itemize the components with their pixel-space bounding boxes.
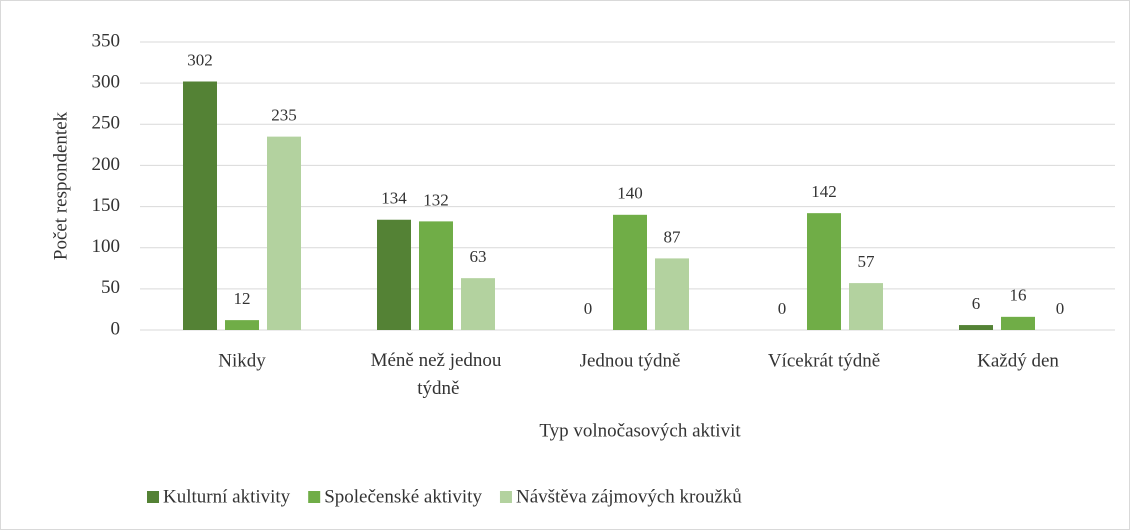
bar (225, 320, 259, 330)
y-tick-label: 200 (92, 154, 121, 175)
data-label: 0 (778, 299, 787, 318)
data-label: 132 (423, 190, 449, 209)
data-label: 63 (470, 247, 487, 266)
bar (655, 258, 689, 330)
data-label: 12 (234, 289, 251, 308)
legend-label: Návštěva zájmových kroužků (516, 486, 742, 507)
x-tick-label: Nikdy (218, 350, 266, 371)
bar (807, 213, 841, 330)
bar (613, 214, 647, 330)
x-tick-label: Vícekrát týdně (768, 350, 880, 371)
data-label: 235 (271, 106, 297, 125)
bar (377, 219, 411, 330)
data-label: 142 (811, 182, 837, 201)
y-tick-label: 300 (92, 72, 121, 93)
legend-swatch (499, 491, 512, 503)
y-tick-label: 50 (101, 277, 120, 298)
bar (849, 283, 883, 330)
data-label: 0 (1056, 299, 1065, 318)
data-label: 134 (381, 189, 407, 208)
x-tick-label: Méně než jednou týdně (371, 350, 502, 399)
bar (461, 278, 495, 330)
y-axis-title: Počet respondentek (50, 111, 71, 260)
data-label: 87 (664, 227, 682, 246)
y-tick-label: 100 (92, 236, 121, 257)
x-tick-label: Každý den (977, 350, 1059, 371)
legend-label: Kulturní aktivity (163, 486, 291, 507)
bar (267, 136, 301, 330)
data-label: 0 (584, 299, 593, 318)
bar (1001, 316, 1035, 330)
bar (183, 81, 217, 330)
bar (419, 221, 453, 330)
data-label: 302 (187, 50, 213, 69)
legend-swatch (308, 491, 321, 503)
data-label: 57 (858, 252, 876, 271)
y-tick-label: 250 (92, 113, 121, 134)
legend-label: Společenské aktivity (324, 486, 482, 507)
y-tick-label: 0 (111, 318, 121, 339)
x-tick-label: Jednou týdně (580, 350, 681, 371)
y-tick-label: 350 (92, 30, 121, 51)
data-label: 140 (617, 184, 643, 203)
data-label: 6 (972, 294, 981, 313)
legend-swatch (147, 491, 159, 503)
y-tick-label: 150 (92, 195, 121, 216)
bar (959, 325, 993, 330)
x-axis-title: Typ volnočasových aktivit (539, 420, 741, 441)
data-label: 16 (1010, 286, 1027, 305)
